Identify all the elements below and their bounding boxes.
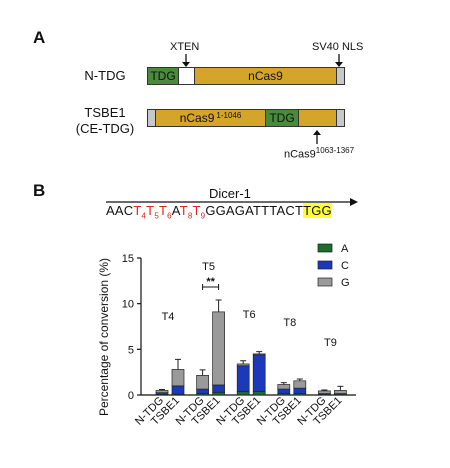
bar-segment-G bbox=[196, 375, 209, 390]
bar-segment-A bbox=[252, 390, 266, 396]
legend-label-G: G bbox=[341, 277, 350, 289]
bar-segment-G bbox=[252, 353, 266, 356]
legend-swatch-C bbox=[317, 260, 333, 270]
bar-segment-C bbox=[277, 388, 291, 394]
significance-label: ** bbox=[206, 276, 215, 288]
y-tick-label: 10 bbox=[122, 299, 134, 311]
legend-swatch-A bbox=[317, 243, 333, 253]
chart-labels: N-TDGTSBE1N-TDGTSBE1N-TDGTSBE1N-TDGTSBE1… bbox=[133, 261, 345, 428]
xten-label: XTEN bbox=[170, 41, 200, 53]
bar-segment-A bbox=[236, 390, 250, 396]
bar-segment-G bbox=[212, 311, 225, 386]
legend-label-A: A bbox=[341, 243, 349, 255]
bar-segment-C bbox=[171, 385, 185, 395]
bar-segment-C bbox=[196, 388, 209, 394]
bar-segment-A bbox=[212, 391, 225, 396]
group-label-T4: T4 bbox=[162, 311, 175, 323]
gene-direction-arrow bbox=[106, 198, 358, 206]
legend-swatch-G bbox=[317, 277, 333, 287]
group-label-T5: T5 bbox=[202, 261, 215, 273]
ncas9-c-arrow bbox=[313, 130, 321, 144]
bar-segment-G bbox=[334, 390, 347, 394]
y-axis-label: Percentage of conversion (%) bbox=[97, 258, 111, 416]
bar-segment-G bbox=[277, 384, 291, 390]
bar-segment-C bbox=[236, 365, 250, 392]
y-tick-label: 5 bbox=[128, 344, 134, 356]
group-label-T8: T8 bbox=[283, 317, 296, 329]
y-tick-label: 15 bbox=[122, 253, 134, 265]
panel-a-letter: A bbox=[33, 28, 46, 47]
chart-bars bbox=[155, 299, 347, 396]
legend-label-C: C bbox=[341, 260, 349, 272]
panel-b-letter: B bbox=[33, 181, 46, 200]
xten-arrow bbox=[182, 54, 190, 67]
bar-segment-G bbox=[236, 363, 250, 367]
group-label-T9: T9 bbox=[324, 337, 337, 349]
pam-highlight: TGG bbox=[303, 203, 332, 218]
chart-legend: ACG bbox=[317, 243, 350, 289]
tsbe1-tdg-domain: TDG bbox=[265, 109, 299, 127]
tsbe1-ncas9-n-domain: nCas9 1-1046 bbox=[155, 109, 266, 127]
bar-segment-C bbox=[212, 384, 225, 393]
y-tick-label: 0 bbox=[128, 390, 134, 402]
bar-segment-G bbox=[155, 390, 169, 394]
gene-label: Dicer-1 bbox=[209, 186, 251, 201]
bar-segment-C bbox=[293, 387, 307, 394]
ntdg-ncas9-domain: nCas9 bbox=[194, 67, 337, 85]
tsbe1-construct: nCas9 1-1046 TDG bbox=[147, 109, 345, 127]
ntdg-row-label: N-TDG bbox=[84, 68, 126, 83]
bar-segment-G bbox=[293, 380, 307, 389]
tsbe1-nls bbox=[336, 109, 345, 127]
target-sequence: AACT4T5T6AT8T9GGAGATTTACTTGG bbox=[106, 203, 332, 221]
group-label-T6: T6 bbox=[243, 309, 256, 321]
nls-arrow bbox=[335, 54, 343, 67]
bar-segment-G bbox=[171, 369, 185, 387]
nls-label: SV40 NLS bbox=[312, 41, 364, 53]
tsbe1-row-label: TSBE1 (CE-TDG) bbox=[75, 105, 135, 136]
ntdg-construct: TDG nCas9 bbox=[147, 67, 345, 85]
bar-segment-G bbox=[318, 390, 331, 394]
ncas9-c-label: nCas91063-1367 bbox=[284, 146, 355, 161]
ntdg-nls bbox=[336, 67, 345, 85]
bar-segment-C bbox=[252, 354, 266, 392]
